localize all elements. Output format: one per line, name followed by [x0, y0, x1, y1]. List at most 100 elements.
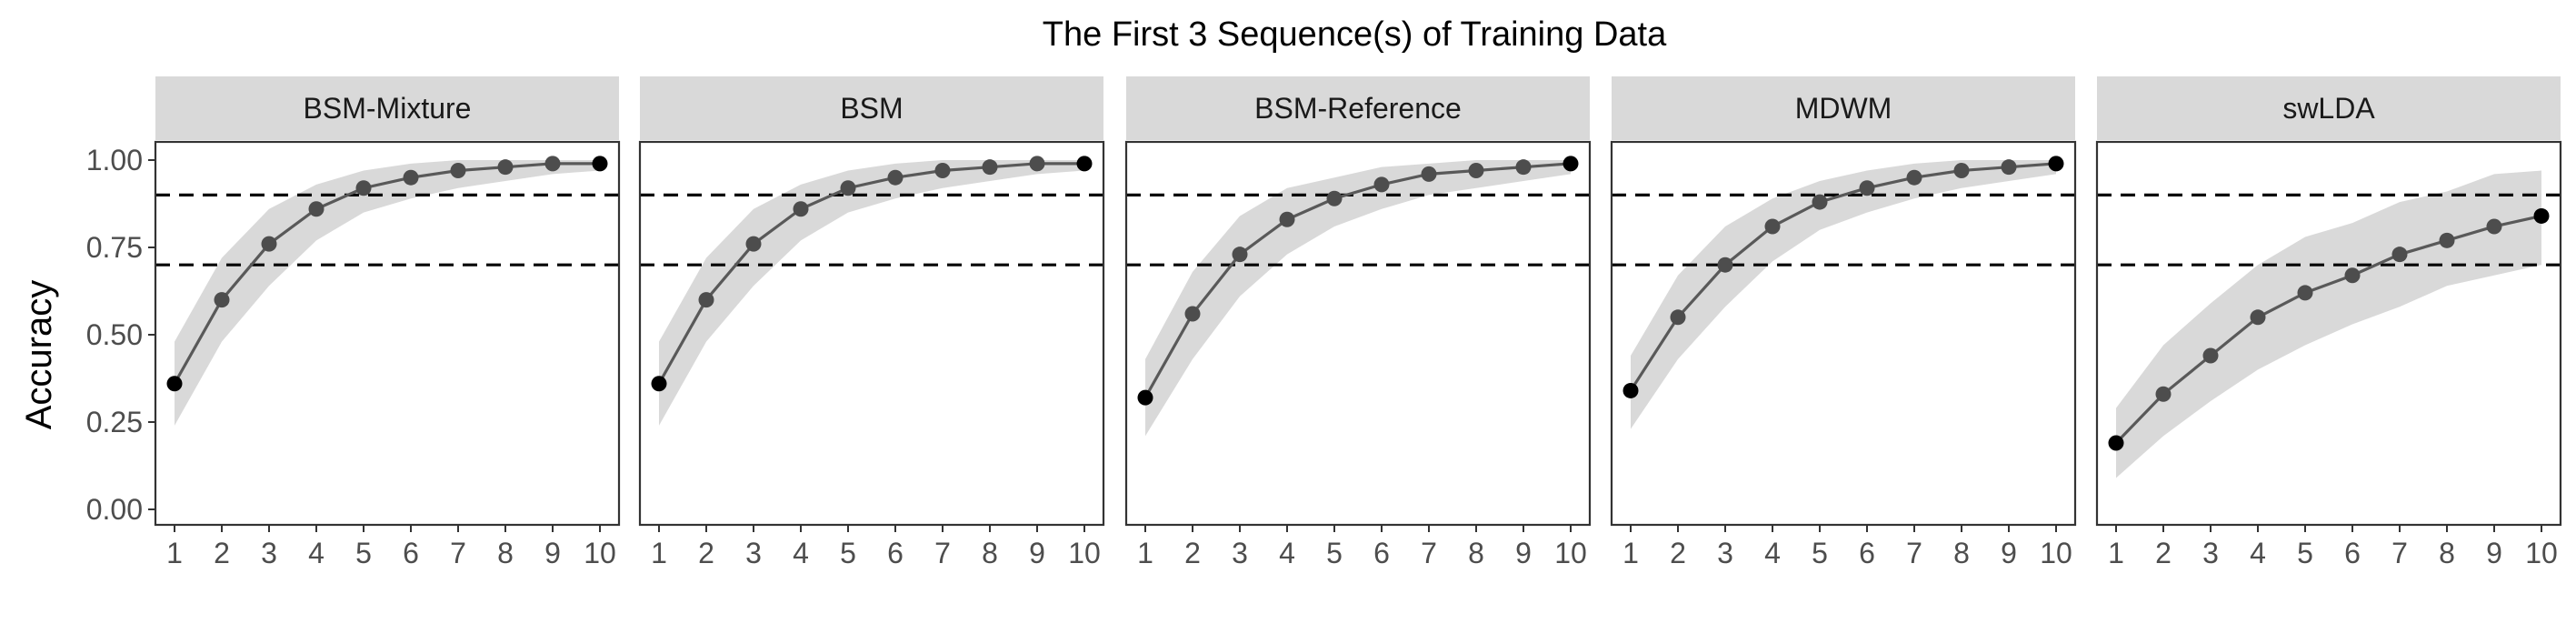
x-tick-label: 9 — [2486, 537, 2502, 569]
x-tick-label: 10 — [2525, 537, 2558, 569]
x-tick-label: 10 — [1554, 537, 1587, 569]
x-tick-label: 6 — [1859, 537, 1875, 569]
y-tick-label: 0.00 — [86, 493, 143, 526]
accuracy-point — [1515, 159, 1532, 176]
x-tick-label: 9 — [1515, 537, 1532, 569]
x-tick-label: 5 — [2297, 537, 2313, 569]
facet-strip — [155, 76, 619, 140]
accuracy-point — [1717, 257, 1733, 273]
y-tick-label: 0.50 — [86, 318, 143, 351]
y-axis-ticks: 0.00 0.25 0.50 0.75 1.00 — [86, 144, 155, 526]
x-tick-label: 1 — [2108, 537, 2124, 569]
x-tick-label: 7 — [2391, 537, 2408, 569]
y-tick-label: 0.75 — [86, 231, 143, 264]
x-tick-label: 6 — [1373, 537, 1390, 569]
x-tick-label: 9 — [1029, 537, 1045, 569]
accuracy-point — [793, 201, 809, 217]
accuracy-line — [657, 162, 1084, 385]
accuracy-point — [2344, 267, 2361, 284]
accuracy-point — [698, 292, 714, 308]
facet-strip — [2097, 76, 2561, 140]
accuracy-point — [1906, 169, 1922, 186]
accuracy-point — [2202, 347, 2219, 364]
x-tick-label: 4 — [793, 537, 809, 569]
panel-border — [1124, 140, 1592, 527]
x-tick-label: 4 — [2250, 537, 2266, 569]
facet-strip-label: BSM — [840, 92, 903, 125]
accuracy-point — [1563, 156, 1579, 172]
facet-panel-mdwm: MDWM 1 2 3 4 5 6 7 8 9 10 — [1610, 76, 2077, 569]
x-tick-label: 1 — [166, 537, 183, 569]
panel-border — [2095, 140, 2562, 527]
x-tick-label: 4 — [308, 537, 324, 569]
panel-border — [638, 140, 1105, 527]
accuracy-point — [840, 180, 856, 196]
x-tick-label: 2 — [1184, 537, 1201, 569]
accuracy-point — [1953, 163, 1970, 179]
facet-strip-label: MDWM — [1795, 92, 1892, 125]
confidence-ribbon — [1145, 160, 1571, 437]
x-tick-label: 9 — [2001, 537, 2017, 569]
confidence-ribbon — [1631, 160, 2056, 429]
x-tick-label: 6 — [403, 537, 419, 569]
x-tick-label: 3 — [2202, 537, 2219, 569]
x-tick-label: 4 — [1764, 537, 1781, 569]
facet-panel-bsm: BSM 1 2 3 4 5 6 7 8 9 10 — [638, 76, 1105, 569]
chart-title: The First 3 Sequence(s) of Training Data — [1043, 15, 1667, 54]
x-tick-label: 5 — [1326, 537, 1343, 569]
x-tick-label: 8 — [1953, 537, 1970, 569]
x-tick-label: 5 — [840, 537, 856, 569]
accuracy-point — [1232, 247, 1248, 263]
accuracy-point — [2048, 156, 2064, 172]
confidence-ribbon — [659, 160, 1084, 426]
accuracy-point — [2533, 207, 2550, 224]
facet-strip-label: swLDA — [2282, 92, 2375, 125]
y-tick-label: 1.00 — [86, 144, 143, 176]
accuracy-point — [2001, 159, 2017, 176]
accuracy-line — [2114, 214, 2542, 445]
facet-strip — [1612, 76, 2075, 140]
accuracy-point — [403, 169, 419, 186]
accuracy-point — [1764, 218, 1781, 235]
facet-strip — [1126, 76, 1590, 140]
x-tick-label: 9 — [544, 537, 561, 569]
accuracy-point — [651, 376, 667, 392]
panel-border — [154, 140, 621, 527]
facet-strip-label: BSM-Mixture — [304, 92, 472, 125]
x-tick-label: 1 — [1622, 537, 1639, 569]
x-tick-label: 5 — [1812, 537, 1828, 569]
confidence-ribbon — [2116, 170, 2541, 478]
accuracy-point — [1326, 190, 1343, 206]
accuracy-point — [308, 201, 324, 217]
panel-border — [1610, 140, 2077, 527]
accuracy-point — [2250, 309, 2266, 326]
accuracy-point — [1076, 156, 1093, 172]
accuracy-point — [214, 292, 230, 308]
facet-panel-bsm-mixture: BSM-Mixture 1 2 3 4 5 6 7 8 9 10 — [154, 76, 621, 569]
x-tick-label: 8 — [2439, 537, 2455, 569]
confidence-ribbon — [175, 160, 600, 426]
accuracy-point — [2486, 218, 2502, 235]
x-tick-label: 2 — [1670, 537, 1686, 569]
accuracy-point — [1373, 176, 1390, 193]
accuracy-point — [2297, 285, 2313, 301]
x-tick-label: 1 — [1137, 537, 1153, 569]
x-tick-label: 6 — [2344, 537, 2361, 569]
accuracy-point — [887, 169, 904, 186]
facet-panel-swlda: swLDA 1 2 3 4 5 6 7 8 9 10 — [2095, 76, 2562, 569]
x-tick-label: 10 — [1068, 537, 1101, 569]
accuracy-point — [2155, 386, 2172, 402]
x-tick-label: 8 — [497, 537, 514, 569]
accuracy-point — [1812, 194, 1828, 210]
x-tick-label: 10 — [584, 537, 616, 569]
accuracy-point — [2108, 435, 2124, 451]
accuracy-point — [166, 376, 183, 392]
x-tick-label: 1 — [651, 537, 667, 569]
x-tick-label: 7 — [1906, 537, 1922, 569]
x-tick-label: 7 — [934, 537, 951, 569]
accuracy-line — [1629, 162, 2057, 392]
accuracy-point — [1184, 306, 1201, 322]
accuracy-point — [1279, 211, 1295, 227]
